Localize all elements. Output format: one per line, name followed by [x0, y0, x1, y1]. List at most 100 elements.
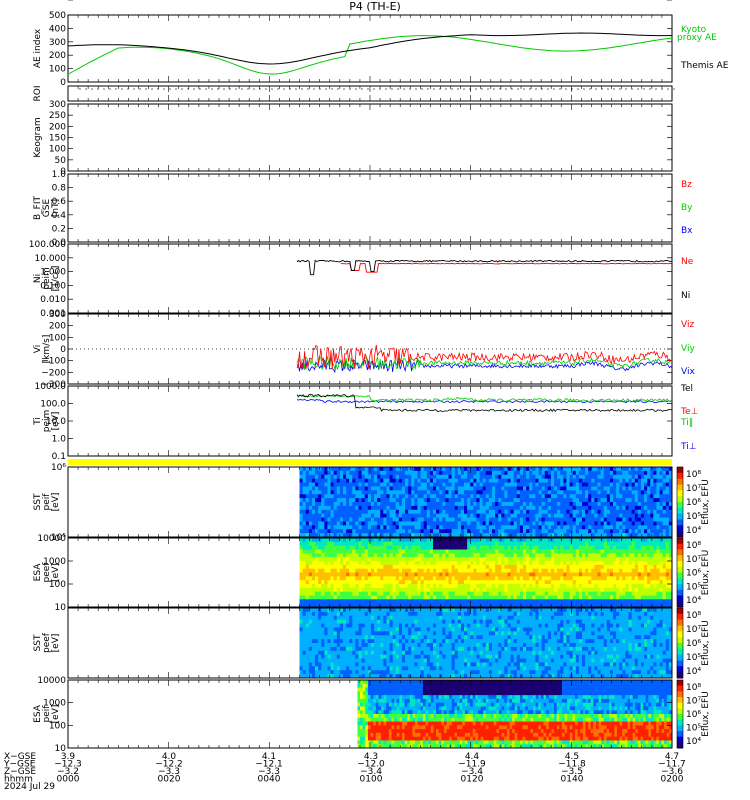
sst1-cell: [523, 474, 527, 480]
esa1-cell: [519, 538, 524, 543]
sst1-cell: [380, 486, 384, 491]
roi-dot: [589, 88, 591, 90]
esa1-cell: [426, 580, 431, 585]
sst1-cell: [405, 505, 409, 511]
sst1-cell: [420, 517, 425, 522]
sst1-cell: [398, 505, 403, 511]
sst1-cell: [563, 529, 567, 534]
esa1-cell: [504, 576, 508, 581]
esa1-cell: [436, 587, 440, 593]
esa1-cell: [451, 561, 456, 566]
esa1-cell: [349, 591, 353, 596]
sst1-cell: [637, 521, 642, 526]
esa1-cell: [411, 545, 415, 550]
sst1-cell: [405, 533, 409, 538]
sst1-cell: [417, 474, 421, 480]
sst1-cell: [361, 529, 366, 534]
sst1-cell: [395, 525, 400, 530]
esa1-cell: [442, 591, 446, 596]
sst1-cell: [628, 509, 633, 515]
esa1-cell: [510, 541, 515, 547]
esa1-cell: [442, 580, 446, 585]
esa1-cell: [498, 564, 502, 570]
esa1-cell: [398, 557, 403, 562]
sst1-cell: [330, 474, 335, 480]
esa1-cell: [336, 580, 341, 585]
sst1-cell: [554, 490, 558, 495]
esa1-cell: [358, 541, 363, 547]
esa1-cell: [405, 549, 409, 554]
esa1-cell: [544, 580, 549, 585]
sst1-cell: [420, 474, 425, 480]
sst1-cell: [631, 490, 636, 495]
sst1-cell: [358, 521, 363, 526]
sst1-cell: [408, 517, 412, 522]
esa1-cell: [495, 561, 499, 566]
sst1-cell: [364, 509, 369, 515]
sst1-cell: [547, 498, 552, 503]
esa1-cell: [591, 538, 595, 543]
esa1-cell: [588, 584, 592, 589]
sst1-cell: [625, 494, 629, 499]
esa1-cell: [398, 572, 403, 577]
sst1-cell: [408, 533, 412, 538]
sst1-cell: [414, 529, 418, 534]
sst1-cell: [311, 490, 316, 495]
sst1-cell: [370, 470, 375, 476]
sst1-cell: [656, 502, 660, 507]
sst1-cell: [318, 509, 322, 515]
esa1-cell: [302, 576, 307, 581]
esa1-cell: [460, 564, 465, 570]
roi-dot: [565, 88, 567, 90]
sst1-cell: [550, 525, 555, 530]
esa1-cell: [321, 595, 325, 600]
esa1-cell: [526, 587, 530, 593]
sst1-cell: [420, 513, 425, 518]
t-ytick-label: 1.0: [52, 435, 67, 445]
esa1-cell: [339, 576, 344, 581]
esa1-cell: [585, 576, 589, 581]
sst1-cell: [321, 470, 325, 476]
sst1-cell: [631, 525, 636, 530]
esa1-cell: [392, 568, 397, 573]
esa1-cell: [442, 541, 446, 547]
sst1-cell: [563, 505, 567, 511]
esa1-cell: [460, 561, 465, 566]
sst1-cell: [656, 498, 660, 503]
esa1-cell: [346, 541, 350, 547]
esa1-cell: [414, 561, 418, 566]
sst1-cell: [439, 529, 443, 534]
esa1-cell: [519, 568, 524, 573]
esa1-cell: [479, 549, 484, 554]
sst1-cell: [613, 505, 617, 511]
v-ytick-label: −300: [41, 380, 66, 390]
esa1-cell: [454, 538, 459, 543]
ae-ytick-label: 300: [49, 38, 66, 48]
sst1-cell: [597, 521, 602, 526]
esa1-cell: [377, 595, 381, 600]
esa1-cell: [510, 587, 515, 593]
esa1-cell: [374, 561, 378, 566]
sst1-cell: [569, 478, 574, 483]
sst1-cell: [417, 482, 421, 487]
esa1-cell: [538, 572, 543, 577]
esa1-cell: [346, 572, 350, 577]
sst1-cell: [656, 482, 660, 487]
sst1-cell: [662, 498, 667, 503]
sst1-cell: [408, 513, 412, 518]
sst1-cell: [585, 486, 589, 491]
sst1-cell: [401, 517, 406, 522]
sst1-cell: [535, 498, 539, 503]
sst1-cell: [336, 509, 341, 515]
esa1-cell: [346, 545, 350, 550]
sst1-cell: [498, 502, 502, 507]
esa1-cell: [302, 557, 307, 562]
esa1-cell: [541, 549, 546, 554]
esa1-cell: [333, 587, 338, 593]
esa1-cell: [498, 599, 502, 604]
sst1-cell: [662, 521, 667, 526]
sst1-cell: [321, 525, 325, 530]
sst1-cell: [529, 521, 533, 526]
esa1-cell: [516, 553, 521, 558]
esa1-cell: [501, 595, 505, 600]
